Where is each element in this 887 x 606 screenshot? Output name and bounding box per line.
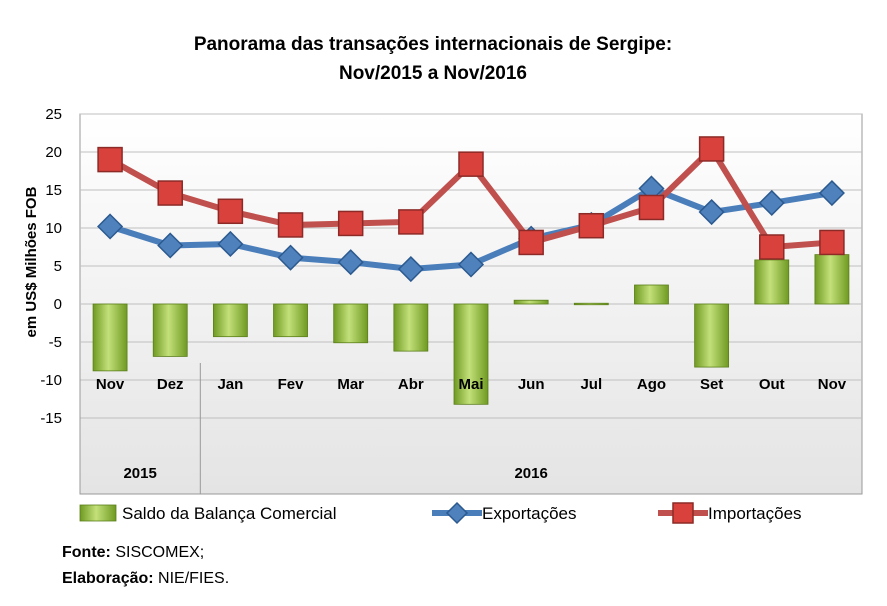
exportacoes-point bbox=[157, 232, 184, 259]
exportacoes-point bbox=[758, 189, 785, 216]
importacoes-point bbox=[759, 234, 785, 260]
legend-saldo-swatch bbox=[79, 504, 117, 522]
x-category-label: Nov bbox=[96, 376, 125, 393]
chart-title-line1: Panorama das transações internacionais d… bbox=[194, 34, 672, 55]
importacoes-point bbox=[518, 229, 544, 256]
source-value: SISCOMEX; bbox=[110, 544, 205, 561]
importacoes-point bbox=[277, 212, 304, 238]
x-category-label: Jan bbox=[217, 376, 243, 393]
y-tick-label: 20 bbox=[45, 144, 62, 161]
saldo-bar bbox=[393, 303, 429, 352]
importacoes-point bbox=[217, 198, 244, 225]
y-tick-label: 0 bbox=[54, 296, 62, 313]
line-series bbox=[97, 136, 845, 283]
importacoes-point bbox=[97, 146, 123, 173]
legend-label: Importações bbox=[708, 504, 802, 523]
elaboration-label: Elaboração: bbox=[62, 570, 154, 587]
year-group-label: 2016 bbox=[514, 465, 547, 482]
y-tick-label: -10 bbox=[40, 372, 62, 389]
x-category-label: Jun bbox=[518, 376, 545, 393]
saldo-bar bbox=[634, 284, 669, 305]
x-category-label: Fev bbox=[278, 376, 305, 393]
chart-title-line2: Nov/2015 a Nov/2016 bbox=[339, 63, 527, 84]
exportacoes-point bbox=[337, 249, 364, 276]
saldo-bar bbox=[152, 303, 188, 357]
importacoes-point bbox=[698, 136, 725, 162]
importacoes-point bbox=[157, 180, 183, 206]
exportacoes-point bbox=[818, 179, 845, 207]
elaboration-value: NIE/FIES. bbox=[153, 570, 230, 587]
legend-diamond-marker bbox=[445, 501, 469, 525]
y-tick-label: 10 bbox=[45, 220, 62, 237]
importacoes-point bbox=[819, 229, 845, 256]
saldo-bar bbox=[694, 303, 730, 368]
year-groups: 2015 2016 bbox=[79, 363, 548, 494]
saldo-bar bbox=[453, 303, 489, 405]
x-category-label: Dez bbox=[157, 376, 184, 393]
saldo-bar bbox=[513, 299, 549, 305]
x-category-label: Abr bbox=[398, 376, 424, 393]
exportacoes-point bbox=[698, 198, 725, 226]
x-category-label: Nov bbox=[818, 376, 847, 393]
exportacoes-point bbox=[217, 230, 244, 258]
y-axis-ticks: 25 20 15 10 5 0 -5 -10 -15 bbox=[40, 106, 62, 427]
saldo-bar bbox=[212, 303, 248, 338]
exportacoes-point bbox=[397, 255, 424, 283]
y-axis-label: em US$ Milhões FOB bbox=[23, 186, 40, 337]
exportacoes-point bbox=[97, 213, 124, 240]
importacoes-point bbox=[337, 210, 364, 237]
legend-square-marker bbox=[672, 502, 694, 524]
importacoes-point bbox=[458, 151, 484, 177]
elaboration-note: Elaboração: NIE/FIES. bbox=[62, 570, 229, 588]
importacoes-point bbox=[398, 209, 424, 235]
exportacoes-point bbox=[457, 251, 485, 278]
x-category-label: Out bbox=[759, 376, 785, 393]
x-category-label: Mar bbox=[337, 376, 364, 393]
x-category-label: Mai bbox=[458, 376, 483, 393]
bar-series bbox=[92, 254, 850, 405]
saldo-bar bbox=[92, 303, 128, 372]
x-category-label: Jul bbox=[580, 376, 602, 393]
source-note: Fonte: SISCOMEX; bbox=[62, 544, 204, 562]
saldo-bar bbox=[814, 254, 850, 305]
importacoes-point bbox=[578, 212, 605, 239]
saldo-bar bbox=[333, 303, 369, 344]
y-tick-label: 15 bbox=[45, 182, 62, 199]
source-label: Fonte: bbox=[62, 544, 111, 561]
exportacoes-point bbox=[277, 244, 304, 271]
y-tick-label: -15 bbox=[40, 410, 62, 427]
category-labels: Nov Dez Jan Fev Mar Abr Mai Jun Jul Ago Set Out Nov bbox=[96, 376, 847, 393]
legend-label: Exportações bbox=[482, 504, 577, 523]
y-tick-label: 25 bbox=[45, 106, 62, 123]
legend: Saldo da Balança Comercial Exportações Imp… bbox=[79, 501, 802, 525]
y-tick-label: 5 bbox=[54, 258, 62, 275]
x-category-label: Ago bbox=[637, 376, 666, 393]
year-group-label: 2015 bbox=[123, 465, 156, 482]
y-tick-label: -5 bbox=[49, 334, 62, 351]
saldo-bar bbox=[754, 259, 790, 305]
saldo-bar bbox=[573, 302, 609, 306]
legend-label: Saldo da Balança Comercial bbox=[122, 504, 337, 523]
x-category-label: Set bbox=[700, 376, 723, 393]
saldo-bar bbox=[273, 303, 308, 338]
importacoes-point bbox=[638, 194, 665, 221]
